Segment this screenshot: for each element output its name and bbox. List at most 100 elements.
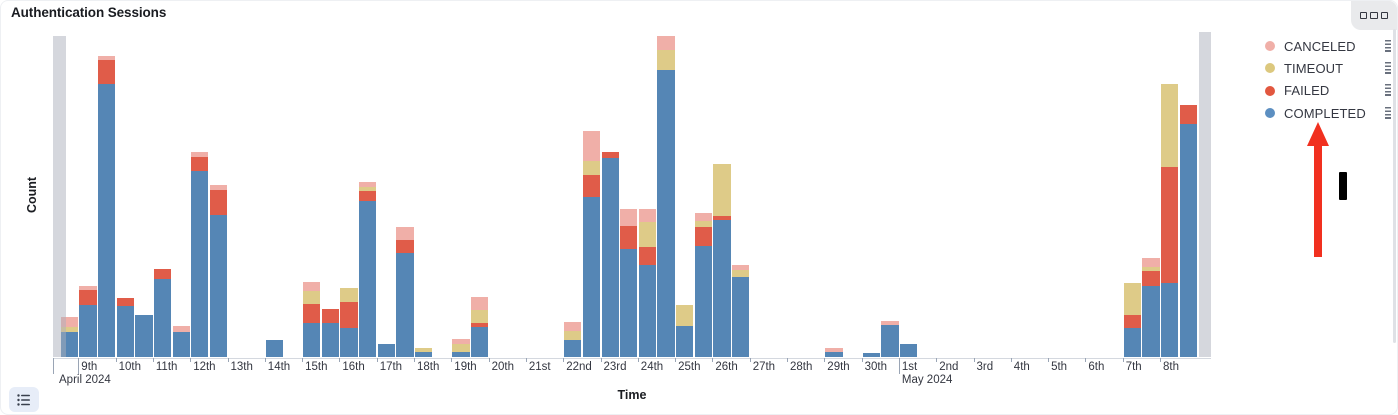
bar-segment-failed[interactable] (116, 298, 134, 306)
bar-segment-canceled[interactable] (359, 182, 377, 187)
bar-segment-completed[interactable] (825, 352, 843, 357)
bar-segment-canceled[interactable] (694, 213, 713, 221)
bar-segment-completed[interactable] (396, 253, 414, 357)
plot-area[interactable] (53, 31, 1211, 358)
bar-stack[interactable] (1161, 84, 1179, 357)
bar-segment-timeout[interactable] (713, 164, 731, 216)
bar-segment-failed[interactable] (582, 175, 601, 197)
bar-stack[interactable] (694, 213, 713, 357)
bar-segment-completed[interactable] (452, 352, 470, 357)
bar-stack[interactable] (1123, 283, 1141, 357)
bar-segment-canceled[interactable] (564, 322, 582, 331)
bar-stack[interactable] (638, 209, 657, 357)
drag-handle-icon[interactable] (1385, 84, 1391, 98)
bar-segment-canceled[interactable] (657, 36, 675, 50)
bar-stack[interactable] (620, 209, 638, 357)
legend-item-timeout[interactable]: TIMEOUT (1265, 57, 1391, 79)
bar-segment-completed[interactable] (359, 201, 377, 357)
bar-segment-completed[interactable] (694, 246, 713, 357)
scrollbar-track[interactable] (1393, 29, 1396, 343)
bar-segment-canceled[interactable] (396, 227, 414, 240)
bar-segment-failed[interactable] (1142, 271, 1160, 286)
bar-segment-timeout[interactable] (340, 288, 358, 302)
bar-segment-timeout[interactable] (564, 331, 582, 340)
bar-segment-completed[interactable] (582, 197, 601, 357)
bar-segment-timeout[interactable] (470, 310, 489, 323)
panel-options-button[interactable] (1351, 1, 1397, 30)
bar-stack[interactable] (321, 309, 340, 357)
bar-segment-failed[interactable] (97, 60, 116, 84)
bar-segment-completed[interactable] (1179, 124, 1197, 357)
bar-stack[interactable] (153, 269, 172, 357)
bar-stack[interactable] (97, 56, 116, 357)
bar-segment-canceled[interactable] (209, 185, 228, 190)
bar-segment-timeout[interactable] (582, 161, 601, 175)
bar-stack[interactable] (676, 305, 694, 357)
bar-stack[interactable] (303, 282, 321, 357)
bar-segment-completed[interactable] (191, 171, 209, 357)
bar-segment-canceled[interactable] (881, 321, 899, 325)
bar-segment-failed[interactable] (303, 304, 321, 323)
bar-segment-completed[interactable] (657, 70, 675, 357)
bar-segment-timeout[interactable] (732, 270, 750, 277)
bar-segment-failed[interactable] (79, 290, 97, 305)
bar-segment-completed[interactable] (116, 306, 134, 357)
bar-stack[interactable] (881, 321, 899, 357)
bar-segment-completed[interactable] (415, 352, 433, 357)
bar-stack[interactable] (172, 326, 190, 357)
bar-stack[interactable] (340, 288, 358, 357)
bar-segment-completed[interactable] (620, 249, 638, 357)
bar-segment-completed[interactable] (340, 328, 358, 357)
bar-segment-completed[interactable] (209, 215, 228, 357)
bar-segment-timeout[interactable] (415, 348, 433, 352)
bar-segment-completed[interactable] (1123, 328, 1141, 357)
bar-segment-timeout[interactable] (638, 222, 657, 247)
bar-segment-failed[interactable] (191, 157, 209, 171)
bar-segment-failed[interactable] (1161, 167, 1179, 283)
bar-stack[interactable] (657, 36, 675, 357)
bar-segment-canceled[interactable] (97, 56, 116, 60)
bar-segment-failed[interactable] (340, 302, 358, 328)
legend-item-failed[interactable]: FAILED (1265, 80, 1391, 102)
bar-segment-completed[interactable] (321, 323, 340, 357)
bar-stack[interactable] (265, 340, 284, 357)
bar-segment-canceled[interactable] (620, 209, 638, 226)
bar-segment-completed[interactable] (601, 158, 619, 357)
bar-segment-completed[interactable] (377, 344, 395, 357)
bar-stack[interactable] (862, 353, 880, 357)
bar-segment-failed[interactable] (601, 152, 619, 158)
drag-handle-icon[interactable] (1385, 39, 1391, 53)
bar-segment-completed[interactable] (265, 340, 284, 357)
bar-segment-completed[interactable] (303, 323, 321, 357)
bar-segment-canceled[interactable] (191, 152, 209, 157)
legend-toggle-button[interactable] (9, 387, 39, 412)
bar-segment-canceled[interactable] (452, 339, 470, 344)
bar-segment-completed[interactable] (564, 340, 582, 357)
bar-segment-completed[interactable] (862, 353, 880, 357)
bar-segment-failed[interactable] (153, 269, 172, 279)
bar-stack[interactable] (191, 152, 209, 357)
bar-segment-failed[interactable] (359, 191, 377, 201)
bar-stack[interactable] (1142, 258, 1160, 357)
bar-segment-completed[interactable] (1161, 283, 1179, 357)
bar-stack[interactable] (359, 182, 377, 357)
bar-stack[interactable] (396, 227, 414, 357)
bar-stack[interactable] (582, 131, 601, 357)
bar-segment-timeout[interactable] (657, 50, 675, 70)
bar-segment-completed[interactable] (899, 344, 918, 357)
bar-segment-completed[interactable] (97, 84, 116, 357)
bar-segment-canceled[interactable] (172, 326, 190, 332)
bar-stack[interactable] (135, 315, 153, 357)
bar-segment-completed[interactable] (713, 220, 731, 357)
bar-segment-failed[interactable] (620, 226, 638, 249)
bar-segment-timeout[interactable] (694, 221, 713, 227)
bar-segment-canceled[interactable] (79, 286, 97, 290)
bar-segment-timeout[interactable] (1142, 267, 1160, 271)
bar-segment-timeout[interactable] (1161, 84, 1179, 167)
bar-segment-timeout[interactable] (452, 344, 470, 352)
bar-segment-timeout[interactable] (359, 187, 377, 191)
bar-stack[interactable] (713, 164, 731, 357)
bar-segment-failed[interactable] (209, 190, 228, 215)
bar-stack[interactable] (209, 185, 228, 357)
bar-segment-failed[interactable] (1123, 315, 1141, 328)
